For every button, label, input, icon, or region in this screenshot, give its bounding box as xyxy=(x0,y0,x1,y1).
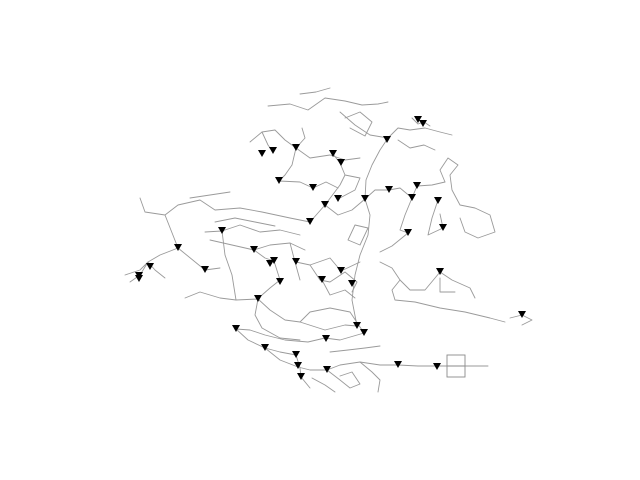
network-edge xyxy=(326,369,361,389)
network-edge xyxy=(249,129,361,161)
network-node-marker xyxy=(135,275,143,282)
network-edge xyxy=(164,199,311,223)
network-node-marker xyxy=(318,276,326,283)
network-edge xyxy=(347,224,369,246)
network-edge xyxy=(299,87,331,95)
network-edge xyxy=(299,307,365,334)
network-node-marker xyxy=(361,195,369,202)
network-edge xyxy=(397,139,436,151)
network-node-marker xyxy=(439,224,447,231)
network-node-marker xyxy=(292,258,300,265)
network-edge xyxy=(509,314,533,326)
network-node-marker xyxy=(323,366,331,373)
network-edge xyxy=(379,197,413,253)
network-node-marker xyxy=(292,144,300,151)
network-edge xyxy=(295,354,311,389)
network-node-marker xyxy=(146,263,154,270)
network-edge xyxy=(329,345,381,353)
source-box-bottom xyxy=(446,365,466,378)
network-edge xyxy=(391,279,506,323)
network-node-marker xyxy=(408,194,416,201)
network-edge xyxy=(139,197,221,271)
network-node-marker xyxy=(266,260,274,267)
network-edge xyxy=(189,191,231,199)
network-node-marker xyxy=(322,335,330,342)
network-node-marker xyxy=(385,186,393,193)
network-edge xyxy=(309,198,366,223)
network-node-marker xyxy=(334,195,342,202)
network-edge xyxy=(267,97,389,111)
network-node-marker xyxy=(261,344,269,351)
network-node-marker xyxy=(297,373,305,380)
network-node-marker xyxy=(309,184,317,191)
network-edge xyxy=(124,261,149,276)
network-edge xyxy=(278,180,339,189)
network-edge xyxy=(209,239,306,251)
network-node-marker xyxy=(360,329,368,336)
network-node-marker xyxy=(232,325,240,332)
network-edge xyxy=(278,147,297,182)
network-edge xyxy=(321,279,356,299)
network-edge xyxy=(254,298,301,341)
network-edge xyxy=(214,217,276,227)
network-node-marker xyxy=(414,116,422,123)
network-nodes xyxy=(135,116,526,380)
source-node xyxy=(446,354,466,378)
network-node-marker xyxy=(434,197,442,204)
network-node-marker xyxy=(353,322,361,329)
network-edge xyxy=(351,137,389,327)
network-node-marker xyxy=(269,147,277,154)
network-node-marker xyxy=(276,278,284,285)
network-node-marker xyxy=(218,227,226,234)
network-edge xyxy=(379,261,476,299)
network-node-marker xyxy=(270,257,278,264)
network-node-marker xyxy=(383,136,391,143)
network-node-marker xyxy=(275,177,283,184)
network-node-marker xyxy=(433,363,441,370)
network-node-marker xyxy=(254,295,262,302)
network-node-marker xyxy=(518,311,526,318)
network-edge xyxy=(344,111,373,137)
network-edge xyxy=(439,277,456,293)
network-edge xyxy=(337,174,361,200)
network-node-marker xyxy=(174,244,182,251)
network-edge xyxy=(359,361,381,393)
network-node-marker xyxy=(348,280,356,287)
network-node-marker xyxy=(413,182,421,189)
network-edge xyxy=(427,199,444,236)
network-edge xyxy=(311,377,336,393)
network-node-marker xyxy=(201,266,209,273)
network-node-marker xyxy=(404,229,412,236)
network-node-marker xyxy=(337,159,345,166)
network-node-marker xyxy=(329,150,337,157)
network-node-marker xyxy=(419,120,427,127)
network-node-marker xyxy=(436,268,444,275)
network-node-marker xyxy=(306,218,314,225)
network-edge xyxy=(387,127,453,139)
network-node-marker xyxy=(337,267,345,274)
network-edge xyxy=(235,328,297,356)
source-box-top xyxy=(446,354,466,367)
network-edge xyxy=(204,224,301,236)
network-node-marker xyxy=(258,150,266,157)
network-edge xyxy=(364,181,446,200)
network-edge xyxy=(184,291,237,301)
network-node-marker xyxy=(321,201,329,208)
network-edge xyxy=(221,230,358,331)
network-node-marker xyxy=(292,351,300,358)
network-node-marker xyxy=(250,246,258,253)
network-node-marker xyxy=(394,361,402,368)
network-edge xyxy=(253,249,281,296)
network-edge xyxy=(439,157,496,239)
network-edge xyxy=(235,328,365,343)
network-node-marker xyxy=(294,362,302,369)
network-edge xyxy=(339,111,389,139)
network-edge xyxy=(309,257,361,272)
network-edges xyxy=(124,87,533,393)
